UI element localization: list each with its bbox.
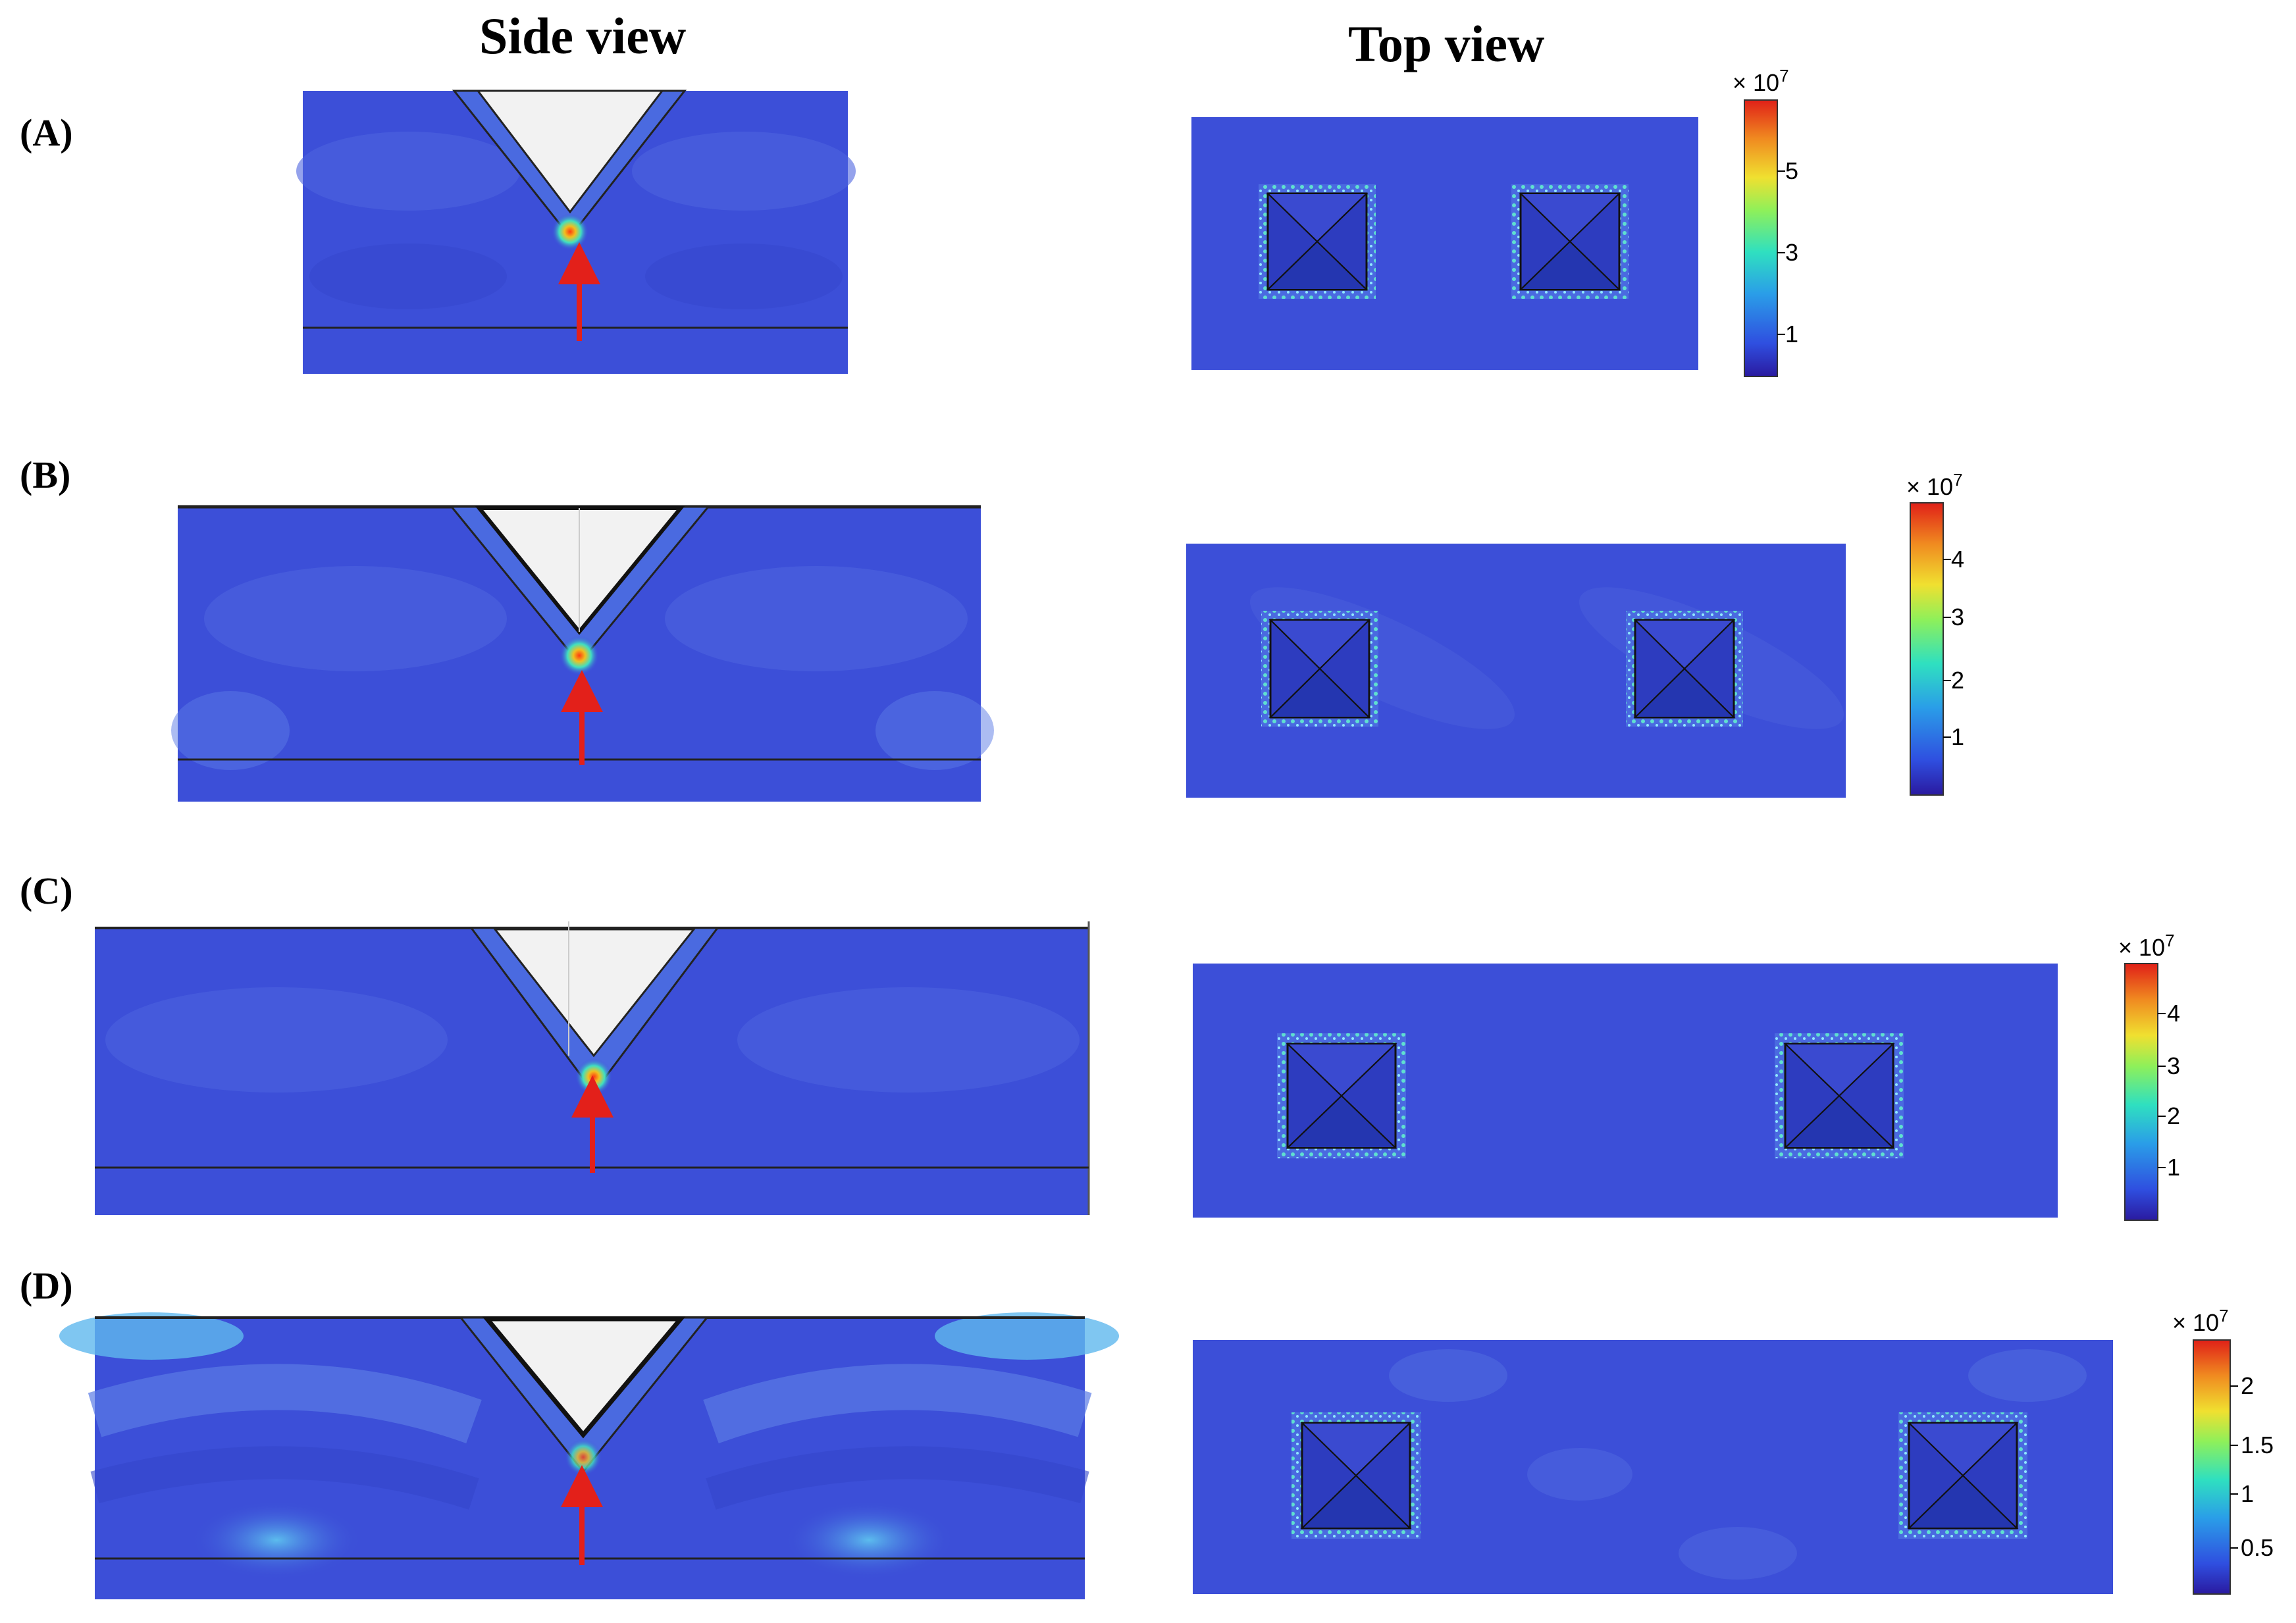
pyramid-top-c1	[1277, 1033, 1406, 1158]
side-view-header: Side view	[479, 7, 687, 64]
pyramid-top-c2	[1775, 1033, 1904, 1158]
colorbar-b-tick-3: 3	[1951, 604, 1964, 631]
row-label-b: (B)	[20, 453, 71, 496]
colorbar-b-tick-1: 1	[1951, 723, 1964, 750]
colorbar-b	[1910, 502, 1951, 796]
row-label-d: (D)	[20, 1264, 73, 1307]
colorbar-d-exponent: × 107	[2172, 1306, 2229, 1336]
top-view-a	[1191, 117, 1698, 370]
top-view-d	[1193, 1340, 2113, 1594]
colorbar-c-exponent: × 107	[2118, 931, 2175, 961]
side-view-b	[171, 505, 994, 802]
colorbar-d	[2193, 1339, 2238, 1595]
pyramid-top-a2	[1511, 184, 1629, 299]
top-view-c	[1193, 964, 2058, 1218]
colorbar-c-tick-2: 2	[2167, 1102, 2180, 1129]
colorbar-a-exponent: × 107	[1733, 66, 1789, 96]
colorbar-a-tick-5: 5	[1785, 157, 1798, 184]
colorbar-d-tick-1-5: 1.5	[2241, 1431, 2274, 1458]
colorbar-b-tick-2: 2	[1951, 667, 1964, 694]
pyramid-top-b1	[1261, 611, 1378, 727]
side-view-c	[95, 921, 1090, 1215]
colorbar-b-tick-4: 4	[1951, 546, 1964, 573]
side-view-a	[296, 90, 856, 374]
pyramid-top-a1	[1259, 184, 1376, 299]
colorbar-a-tick-3: 3	[1785, 239, 1798, 266]
colorbar-a	[1744, 99, 1785, 377]
colorbar-a-tick-1: 1	[1785, 321, 1798, 348]
top-view-b	[1186, 544, 1846, 798]
colorbar-c	[2124, 963, 2166, 1221]
top-view-header: Top view	[1348, 15, 1545, 72]
colorbar-d-tick-1: 1	[2241, 1480, 2254, 1507]
row-label-c: (C)	[20, 869, 73, 912]
side-view-d	[59, 1312, 1119, 1599]
pyramid-top-b2	[1626, 611, 1743, 727]
colorbar-b-exponent: × 107	[1906, 470, 1963, 500]
row-label-a: (A)	[20, 111, 73, 154]
colorbar-d-tick-2: 2	[2241, 1372, 2254, 1399]
pyramid-top-d2	[1898, 1412, 2027, 1539]
pyramid-top-d1	[1292, 1412, 1421, 1539]
colorbar-c-tick-1: 1	[2167, 1154, 2180, 1181]
colorbar-d-tick-0-5: 0.5	[2241, 1534, 2274, 1561]
colorbar-c-tick-4: 4	[2167, 1000, 2180, 1027]
colorbar-c-tick-3: 3	[2167, 1052, 2180, 1079]
